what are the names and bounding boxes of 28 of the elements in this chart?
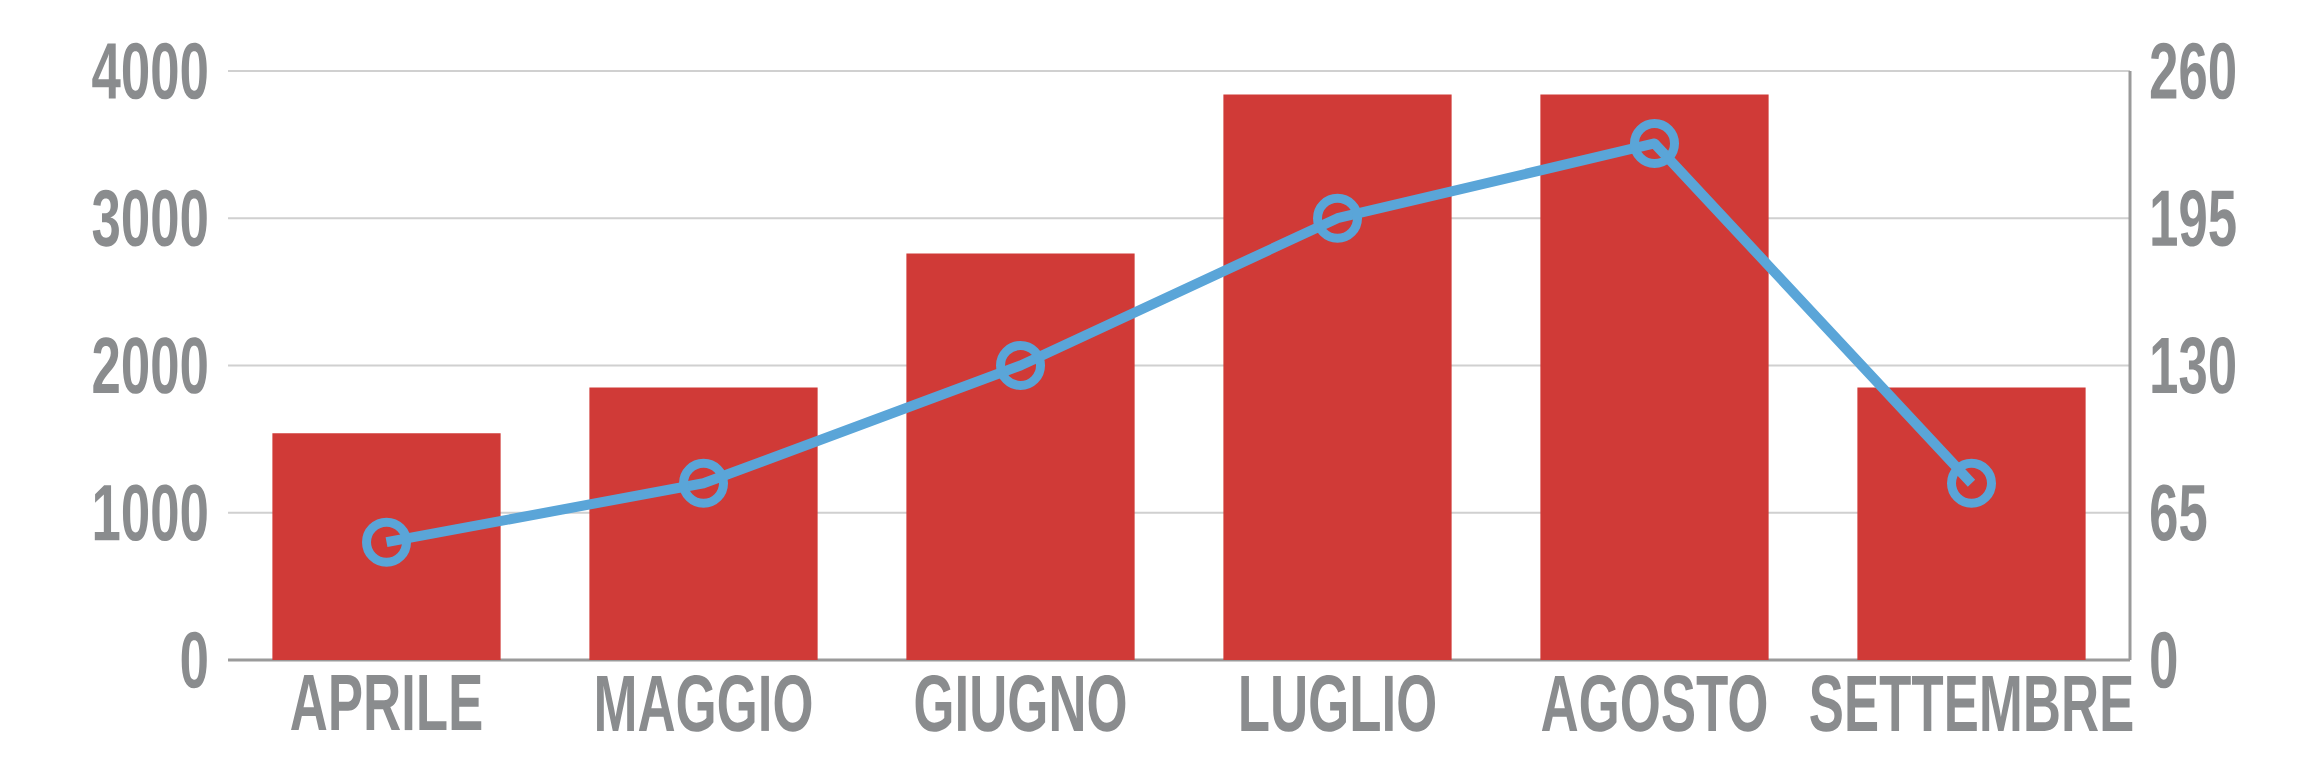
- x-tick-label: APRILE: [291, 675, 482, 731]
- bar: [1857, 387, 2086, 660]
- y-tick-label: 0: [181, 631, 207, 689]
- x-tick-label: SETTEMBRE: [1810, 675, 2133, 732]
- point: [679, 458, 729, 508]
- y2-tick-label: 195: [2152, 189, 2236, 247]
- y2-tick-label: 65: [2151, 484, 2207, 542]
- point: [1630, 118, 1680, 168]
- x-tick-label: LUGLIO: [1241, 675, 1436, 732]
- bar: [1223, 94, 1452, 660]
- point: [1947, 458, 1997, 508]
- y-tick-label: 3000: [92, 189, 207, 247]
- bar: [272, 433, 501, 660]
- y-tick-label: 1000: [94, 484, 207, 542]
- x-tick-label: GIUGNO: [915, 675, 1126, 732]
- y2-tick-label: 260: [2150, 42, 2235, 100]
- y-tick-label: 4000: [92, 42, 207, 100]
- y-tick-label: 2000: [93, 337, 207, 394]
- y2-tick-label: 0: [2151, 631, 2177, 689]
- point: [1313, 193, 1363, 243]
- x-tick-label: MAGGIO: [597, 675, 812, 732]
- point: [362, 517, 412, 567]
- x-tick-label: AGOSTO: [1541, 675, 1767, 732]
- bar: [1540, 94, 1769, 660]
- bar: [906, 253, 1135, 660]
- y2-tick-label: 130: [2152, 337, 2235, 394]
- point: [996, 340, 1046, 390]
- bar: [589, 387, 818, 660]
